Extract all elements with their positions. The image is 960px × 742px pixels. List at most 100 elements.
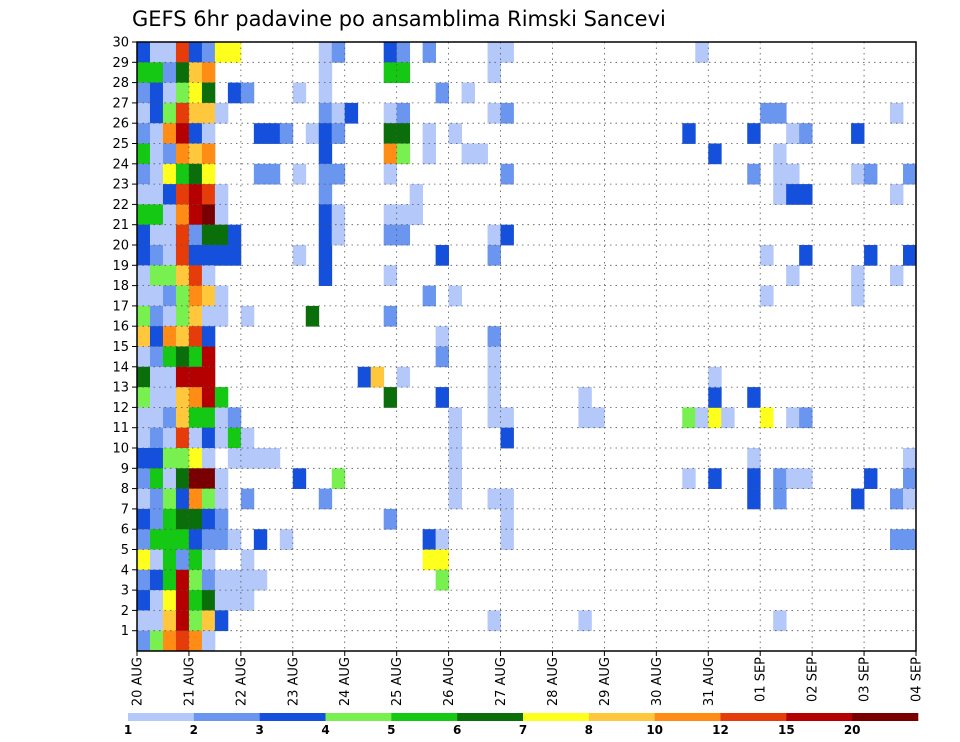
heatmap-cell xyxy=(578,387,592,408)
heatmap-cell xyxy=(773,184,787,205)
heatmap-cell xyxy=(461,82,475,104)
heatmap-cell xyxy=(903,488,917,510)
heatmap-cell xyxy=(279,529,294,550)
heatmap-cell xyxy=(487,102,501,124)
x-tick-label: 27 AUG xyxy=(494,657,509,706)
heatmap-cell xyxy=(760,407,774,429)
heatmap-cell xyxy=(747,163,761,185)
heatmap-cell xyxy=(370,366,385,388)
heatmap-cell xyxy=(214,610,229,632)
heatmap-cell xyxy=(188,468,203,489)
heatmap-cell xyxy=(162,529,177,550)
heatmap-cell xyxy=(435,529,449,550)
heatmap-cell xyxy=(149,143,164,165)
heatmap-cell xyxy=(864,245,878,266)
heatmap-cell xyxy=(266,123,281,144)
y-tick-label: 24 xyxy=(112,157,129,172)
heatmap-cell xyxy=(396,204,411,226)
heatmap-cell xyxy=(162,610,177,632)
heatmap-cell xyxy=(227,245,242,266)
heatmap-cell xyxy=(188,590,203,611)
colorbar-swatch xyxy=(654,713,721,721)
heatmap-cell xyxy=(422,549,437,571)
heatmap-cell xyxy=(175,123,190,144)
heatmap-cell xyxy=(188,508,203,530)
x-tick-label: 25 AUG xyxy=(390,657,405,706)
heatmap-cell xyxy=(201,62,216,83)
heatmap-cell xyxy=(487,488,501,510)
heatmap-cell xyxy=(435,549,449,571)
y-tick-label: 4 xyxy=(121,563,129,578)
heatmap-cell xyxy=(487,387,501,408)
heatmap-cell xyxy=(188,245,203,266)
heatmap-cell xyxy=(188,265,203,286)
heatmap-cell xyxy=(851,163,865,185)
heatmap-cell xyxy=(137,62,151,83)
heatmap-cell xyxy=(137,549,151,571)
heatmap-cell xyxy=(435,326,449,347)
heatmap-cell xyxy=(253,163,268,185)
heatmap-cell xyxy=(799,245,813,266)
colorbar-legend: 1 2 3 4 5 6 7 8 10 12 15 20 xyxy=(124,713,919,737)
y-tick-label: 30 xyxy=(112,36,129,51)
heatmap-cell xyxy=(188,427,203,449)
heatmap-cell xyxy=(214,488,229,510)
colorbar-swatch xyxy=(720,713,787,721)
colorbar-label: 15 xyxy=(778,723,795,737)
heatmap-cell xyxy=(201,488,216,510)
heatmap-cell xyxy=(708,407,722,429)
y-tick-label: 14 xyxy=(112,360,129,375)
heatmap-cell xyxy=(500,488,514,510)
y-tick-label: 20 xyxy=(112,239,129,254)
heatmap-cell xyxy=(214,204,229,226)
heatmap-cell xyxy=(201,387,216,408)
heatmap-cell xyxy=(149,42,164,63)
heatmap-cell xyxy=(188,488,203,510)
x-tick-label: 29 AUG xyxy=(598,657,613,706)
colorbar-swatch xyxy=(457,713,524,721)
heatmap-cell xyxy=(188,204,203,226)
heatmap-cell xyxy=(396,42,411,63)
heatmap-cell xyxy=(201,204,216,226)
heatmap-cell xyxy=(137,529,151,550)
heatmap-cell xyxy=(305,305,320,327)
heatmap-cell xyxy=(331,42,346,63)
heatmap-cell xyxy=(240,549,255,571)
heatmap-cell xyxy=(175,508,190,530)
heatmap-cell xyxy=(292,468,307,489)
heatmap-cell xyxy=(422,285,437,307)
heatmap-cell xyxy=(175,143,190,165)
heatmap-cell xyxy=(331,224,346,246)
heatmap-cell xyxy=(162,123,177,144)
heatmap-cell xyxy=(292,245,307,266)
heatmap-cell xyxy=(175,630,190,652)
heatmap-cell xyxy=(149,366,164,388)
colorbar-swatch xyxy=(852,713,919,721)
y-tick-label: 16 xyxy=(112,320,129,335)
heatmap-cell xyxy=(137,305,151,327)
heatmap-cell xyxy=(149,387,164,408)
heatmap-cell xyxy=(137,427,151,449)
heatmap-cell xyxy=(318,123,333,144)
heatmap-cell xyxy=(396,366,411,388)
heatmap-cell xyxy=(162,387,177,408)
heatmap-cell xyxy=(214,590,229,611)
heatmap-cell xyxy=(162,508,177,530)
heatmap-cell xyxy=(214,387,229,408)
heatmap-cell xyxy=(201,265,216,286)
heatmap-cell xyxy=(201,448,216,469)
heatmap-cell xyxy=(188,366,203,388)
heatmap-cell xyxy=(201,102,216,124)
heatmap-cell xyxy=(786,163,800,185)
heatmap-cell xyxy=(214,529,229,550)
y-tick-label: 26 xyxy=(112,117,129,132)
heatmap-cell xyxy=(760,285,774,307)
heatmap-cell xyxy=(201,123,216,144)
heatmap-cell xyxy=(240,448,255,469)
heatmap-cell xyxy=(435,387,449,408)
heatmap-cell xyxy=(149,305,164,327)
heatmap-cell xyxy=(903,163,917,185)
heatmap-cell xyxy=(149,224,164,246)
heatmap-cell xyxy=(175,204,190,226)
x-tick-label: 21 AUG xyxy=(182,657,197,706)
